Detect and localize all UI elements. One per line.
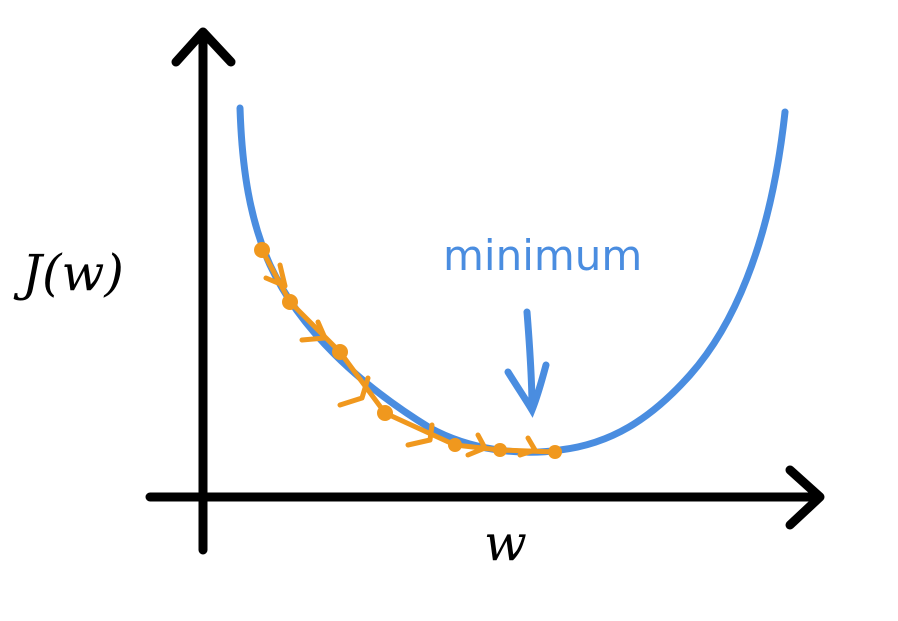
step-point (548, 445, 562, 459)
step-point (448, 438, 462, 452)
minimum-arrow (504, 308, 550, 418)
y-axis-label: J(w) (13, 244, 124, 302)
x-axis-label: w (484, 514, 527, 572)
x-axis (145, 465, 825, 530)
step-point (377, 405, 393, 421)
step-point (282, 294, 298, 310)
minimum-label: minimum (443, 231, 642, 280)
step-point (493, 443, 507, 457)
step-point (332, 344, 348, 360)
step-points (254, 242, 562, 459)
step-arrows (263, 262, 538, 458)
y-axis (171, 27, 236, 555)
step-point (254, 242, 270, 258)
